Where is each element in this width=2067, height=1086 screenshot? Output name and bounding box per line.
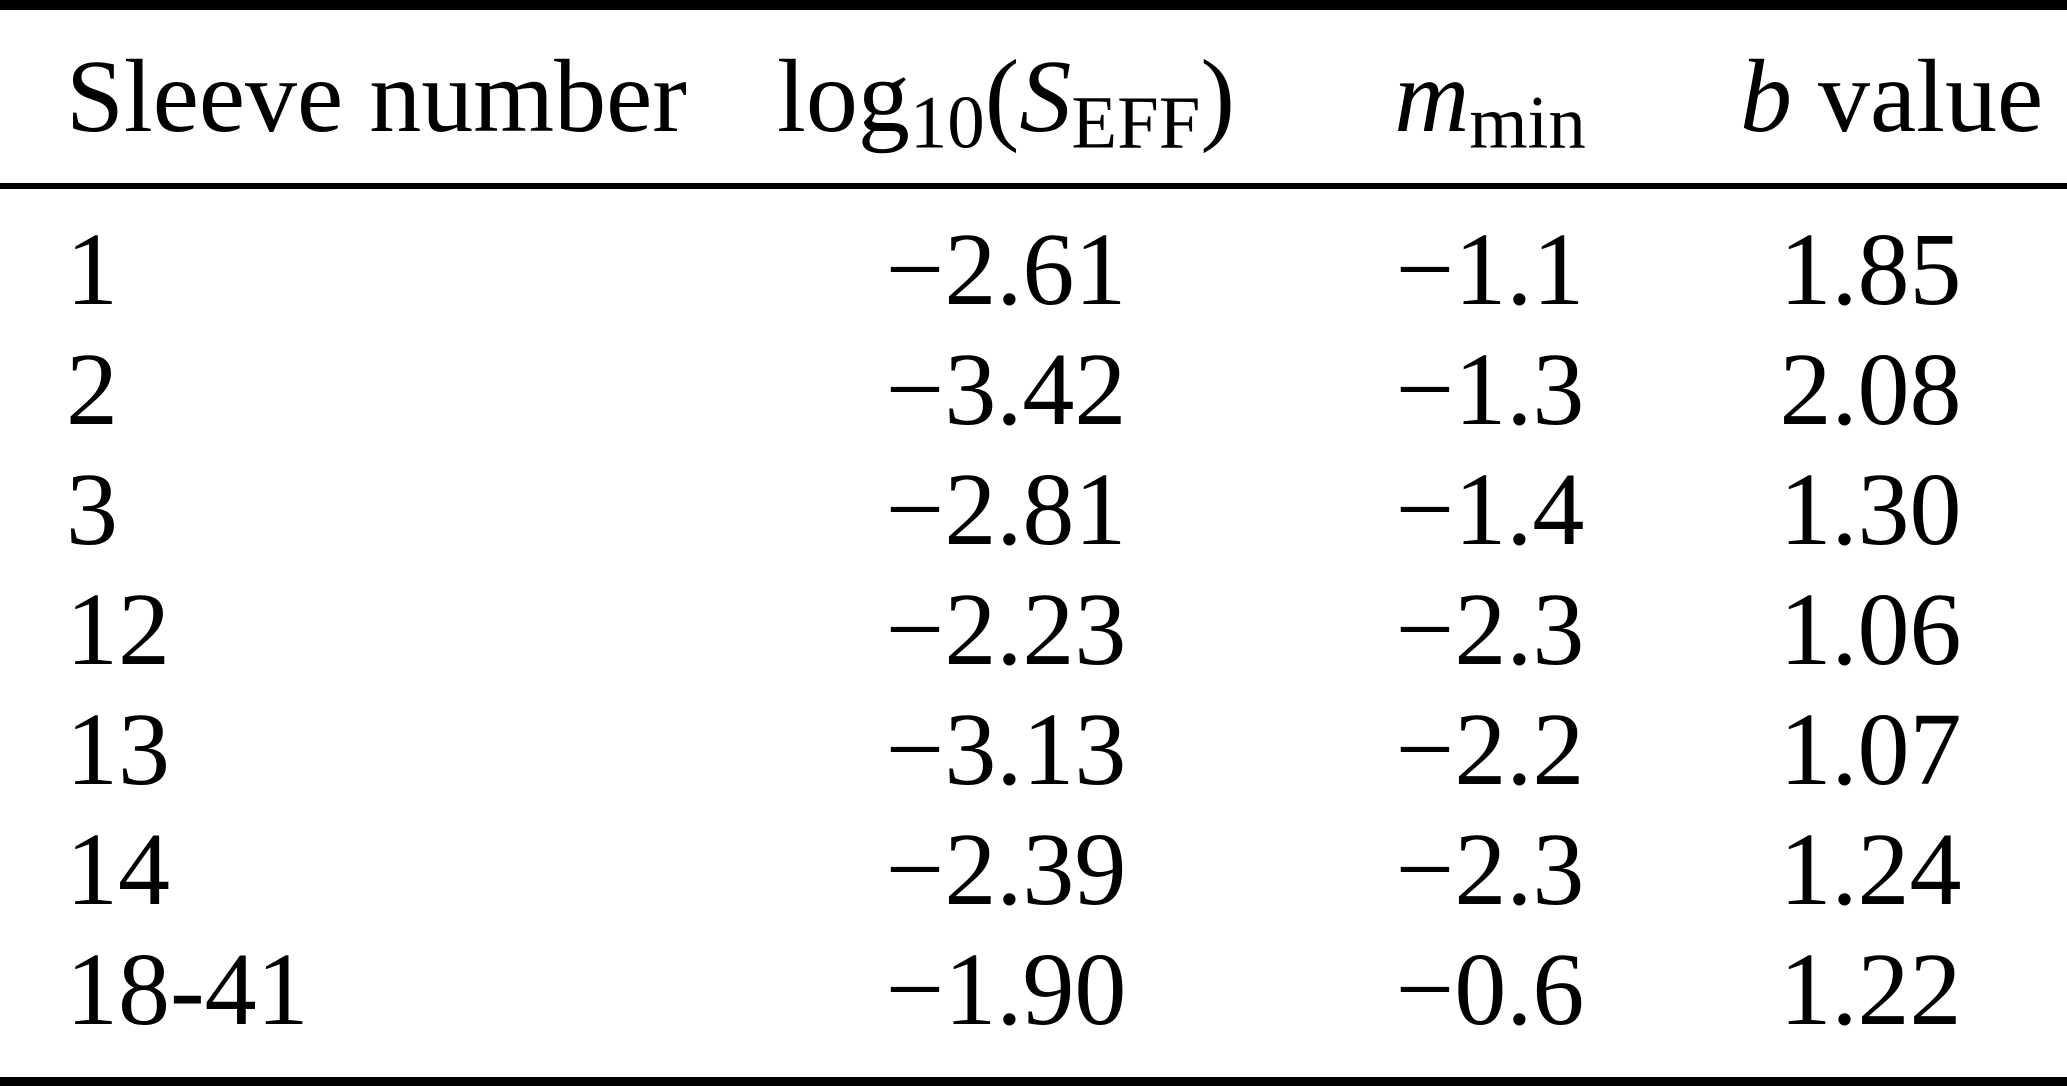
cell-log-seff: −2.61 xyxy=(885,211,1127,327)
header-sleeve-number: Sleeve number xyxy=(66,39,687,154)
table-top-rule xyxy=(0,0,2067,10)
seff-subscript: EFF xyxy=(1071,81,1201,165)
table-header-rule xyxy=(0,183,2067,189)
b-symbol: b xyxy=(1740,39,1792,154)
cell-log-seff: −1.90 xyxy=(885,931,1127,1047)
table-bottom-rule xyxy=(0,1077,2067,1086)
table-header-row: Sleeve number log10(SEFF) mmin b value xyxy=(0,10,2067,183)
cell-log-seff: −2.23 xyxy=(885,571,1127,687)
log-open-paren: ( xyxy=(984,39,1020,154)
seff-symbol: S xyxy=(1019,39,1072,154)
cell-m-min: −0.6 xyxy=(1395,931,1585,1047)
cell-b-value: 1.06 xyxy=(1779,571,1962,687)
table-row: 18-41 −1.90 −0.6 1.22 xyxy=(0,929,2067,1049)
cell-m-min: −2.2 xyxy=(1395,691,1585,807)
cell-m-min: −2.3 xyxy=(1395,571,1585,687)
log-prefix: log xyxy=(776,39,910,154)
b-value-word: value xyxy=(1818,39,2044,154)
header-b-value: b value xyxy=(1740,37,2067,156)
cell-sleeve-number: 14 xyxy=(66,811,170,927)
cell-log-seff: −3.13 xyxy=(885,691,1127,807)
cell-log-seff: −2.39 xyxy=(885,811,1127,927)
table-row: 13 −3.13 −2.2 1.07 xyxy=(0,689,2067,809)
cell-m-min: −1.3 xyxy=(1395,331,1585,447)
cell-sleeve-number: 3 xyxy=(66,451,118,567)
m-symbol: m xyxy=(1394,39,1470,154)
table-row: 2 −3.42 −1.3 2.08 xyxy=(0,329,2067,449)
table-row: 12 −2.23 −2.3 1.06 xyxy=(0,569,2067,689)
cell-b-value: 2.08 xyxy=(1779,331,1962,447)
cell-m-min: −1.1 xyxy=(1395,211,1585,327)
log-base-subscript: 10 xyxy=(909,81,985,165)
header-m-min: mmin xyxy=(1240,37,1740,160)
cell-b-value: 1.85 xyxy=(1779,211,1962,327)
table-row: 1 −2.61 −1.1 1.85 xyxy=(0,209,2067,329)
cell-log-seff: −3.42 xyxy=(885,331,1127,447)
cell-sleeve-number: 2 xyxy=(66,331,118,447)
log-close-paren: ) xyxy=(1200,39,1236,154)
table-row: 14 −2.39 −2.3 1.24 xyxy=(0,809,2067,929)
cell-sleeve-number: 18-41 xyxy=(66,931,309,1047)
cell-b-value: 1.22 xyxy=(1779,931,1962,1047)
header-log-seff: log10(SEFF) xyxy=(772,37,1240,160)
cell-sleeve-number: 13 xyxy=(66,691,170,807)
table-row: 3 −2.81 −1.4 1.30 xyxy=(0,449,2067,569)
table-body: 1 −2.61 −1.1 1.85 2 −3.42 −1.3 2.08 3 −2… xyxy=(0,189,2067,1049)
cell-b-value: 1.30 xyxy=(1779,451,1962,567)
cell-m-min: −2.3 xyxy=(1395,811,1585,927)
cell-sleeve-number: 1 xyxy=(66,211,118,327)
m-min-subscript: min xyxy=(1469,81,1586,165)
cell-log-seff: −2.81 xyxy=(885,451,1127,567)
cell-b-value: 1.07 xyxy=(1779,691,1962,807)
cell-m-min: −1.4 xyxy=(1395,451,1585,567)
cell-sleeve-number: 12 xyxy=(66,571,170,687)
cell-b-value: 1.24 xyxy=(1779,811,1962,927)
